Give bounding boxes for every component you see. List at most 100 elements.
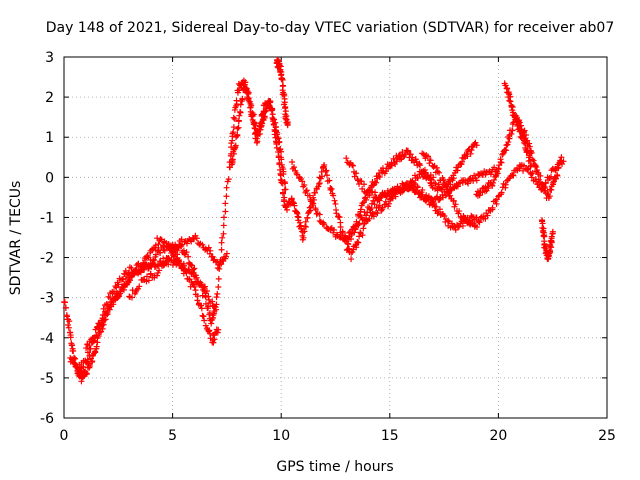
y-tick-label: -3 xyxy=(40,291,54,307)
data-point xyxy=(331,197,338,204)
data-point xyxy=(491,164,498,171)
data-point xyxy=(278,148,285,155)
data-point xyxy=(193,235,200,242)
data-point xyxy=(125,279,132,286)
data-point xyxy=(277,63,284,70)
x-tick-label: 20 xyxy=(489,428,507,444)
data-point xyxy=(64,313,71,320)
data-point xyxy=(526,143,533,150)
data-point xyxy=(330,192,337,199)
data-point xyxy=(280,170,287,177)
data-point xyxy=(355,239,362,246)
data-point xyxy=(215,275,222,282)
data-point xyxy=(191,236,198,243)
data-point xyxy=(302,218,309,225)
data-point xyxy=(473,177,480,184)
data-point xyxy=(92,348,99,355)
data-point xyxy=(425,174,432,181)
data-point xyxy=(407,151,414,158)
data-point xyxy=(120,286,127,293)
data-point xyxy=(454,183,461,190)
data-point xyxy=(307,207,314,214)
data-point xyxy=(476,192,483,199)
data-point xyxy=(467,150,474,157)
data-point xyxy=(456,208,463,215)
data-point xyxy=(361,181,368,188)
data-point xyxy=(353,170,360,177)
data-point xyxy=(104,301,111,308)
data-point xyxy=(199,312,206,319)
data-point xyxy=(165,241,172,248)
data-point xyxy=(225,176,232,183)
data-point xyxy=(371,201,378,208)
data-point xyxy=(86,363,93,370)
y-tick-label: 0 xyxy=(45,170,54,186)
data-point xyxy=(113,284,120,291)
data-point xyxy=(443,182,450,189)
data-point xyxy=(316,218,323,225)
data-point xyxy=(89,358,96,365)
data-point xyxy=(527,162,534,169)
data-point xyxy=(169,248,176,255)
data-point xyxy=(275,139,282,146)
data-point xyxy=(547,248,554,255)
data-point xyxy=(87,345,94,352)
data-point xyxy=(356,233,363,240)
series-track-b xyxy=(67,235,222,377)
y-tick-label: -6 xyxy=(40,411,54,427)
data-point xyxy=(315,181,322,188)
data-point xyxy=(393,158,400,165)
data-point xyxy=(549,230,556,237)
data-point xyxy=(382,191,389,198)
data-point xyxy=(80,363,87,370)
data-point xyxy=(436,206,443,213)
data-point xyxy=(234,125,241,132)
data-point xyxy=(86,352,93,359)
data-point xyxy=(291,164,298,171)
data-point xyxy=(116,293,123,300)
data-point xyxy=(560,158,567,165)
x-tick-label: 15 xyxy=(381,428,399,444)
data-point xyxy=(436,169,443,176)
data-point xyxy=(198,281,205,288)
series-track-d xyxy=(126,232,230,301)
data-point xyxy=(510,172,517,179)
data-point xyxy=(304,214,311,221)
data-point xyxy=(427,157,434,164)
data-point xyxy=(145,254,152,261)
data-point xyxy=(359,200,366,207)
data-point xyxy=(520,162,527,169)
data-point xyxy=(383,193,390,200)
data-point xyxy=(332,200,339,207)
data-point xyxy=(557,157,564,164)
data-point xyxy=(70,348,77,355)
x-tick-label: 25 xyxy=(598,428,616,444)
data-point xyxy=(548,233,555,240)
data-point xyxy=(369,182,376,189)
data-point xyxy=(509,127,516,134)
data-point xyxy=(145,277,152,284)
data-point xyxy=(447,192,454,199)
data-point xyxy=(220,230,227,237)
data-point xyxy=(529,170,536,177)
data-point xyxy=(282,186,289,193)
data-point xyxy=(251,119,258,126)
data-point xyxy=(489,182,496,189)
data-point xyxy=(485,185,492,192)
data-point xyxy=(366,215,373,222)
data-point xyxy=(321,221,328,228)
data-point xyxy=(220,222,227,229)
data-point xyxy=(239,96,246,103)
data-point xyxy=(153,272,160,279)
data-point xyxy=(349,162,356,169)
data-point xyxy=(283,116,290,123)
data-point xyxy=(191,283,198,290)
data-point xyxy=(535,169,542,176)
data-point xyxy=(201,317,208,324)
data-point xyxy=(200,284,207,291)
data-point xyxy=(490,179,497,186)
data-point xyxy=(162,259,169,266)
grid xyxy=(64,57,607,418)
data-point xyxy=(350,162,357,169)
data-point xyxy=(289,159,296,166)
